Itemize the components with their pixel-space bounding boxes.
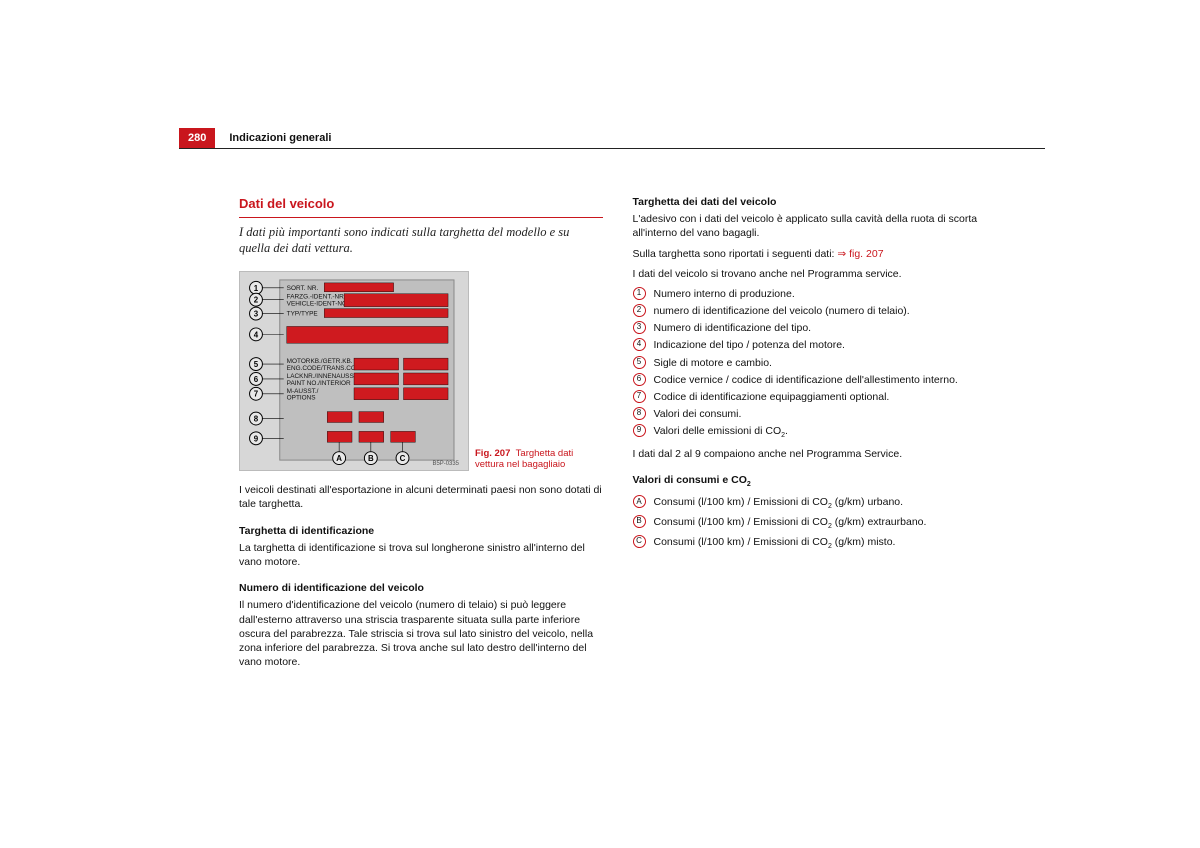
svg-text:A: A [336,454,342,463]
section-title: Indicazioni generali [229,132,331,148]
legend-alpha-bubble-C: C [633,535,646,548]
fig-ref: ⇒ fig. 207 [837,248,883,260]
legend-item-5: 5 Sigle di motore e cambio. [633,356,997,370]
content-columns: Dati del veicolo I dati più importanti s… [239,195,996,675]
left-column: Dati del veicolo I dati più importanti s… [239,195,603,675]
right-column: Targhetta dei dati del veicolo L'adesivo… [633,195,997,675]
figure-caption-prefix: Fig. 207 [475,448,510,459]
legend-numbered: 1 Numero interno di produzione. 2 numero di… [633,287,997,441]
legend-text-8: Valori dei consumi. [654,407,742,421]
legend-item-4: 4 Indicazione del tipo / potenza del moto… [633,338,997,352]
lede-text: I dati più importanti sono indicati sull… [239,224,603,258]
page-number-tab: 280 [179,128,215,148]
page-number: 280 [188,132,206,144]
figure-207-wrap: SORT. NR.FARZG.-IDENT.-NR.VEHICLE-IDENT-… [239,271,603,471]
legend-alpha-item-C: C Consumi (l/100 km) / Emissioni di CO2 (… [633,535,997,552]
legend-item-8: 8 Valori dei consumi. [633,407,997,421]
legend-text-3: Numero di identificazione del tipo. [654,321,812,335]
legend-item-3: 3 Numero di identificazione del tipo. [633,321,997,335]
left-subhead-2: Numero di identificazione del veicolo [239,581,603,595]
right-para-2a: Sulla targhetta sono riportati i seguent… [633,248,838,260]
legend-text-6: Codice vernice / codice di identificazio… [654,373,958,387]
svg-text:4: 4 [254,331,259,340]
legend-text-7: Codice di identificazione equipaggiament… [654,390,890,404]
left-title: Dati del veicolo [239,195,603,213]
right-para-1: L'adesivo con i dati del veicolo è appli… [633,212,997,240]
legend-text-2: numero di identificazione del veicolo (n… [654,304,910,318]
legend-alpha-item-A: A Consumi (l/100 km) / Emissioni di CO2 (… [633,495,997,512]
legend-text-1: Numero interno di produzione. [654,287,795,301]
legend-text-4: Indicazione del tipo / potenza del motor… [654,338,845,352]
svg-text:C: C [400,454,406,463]
legend-item-7: 7 Codice di identificazione equipaggiamen… [633,390,997,404]
left-para-1: I veicoli destinati all'esportazione in … [239,483,603,511]
svg-text:7: 7 [254,390,259,399]
legend-alpha: A Consumi (l/100 km) / Emissioni di CO2 (… [633,495,997,551]
svg-text:ENG.CODE/TRANS.CODE: ENG.CODE/TRANS.CODE [287,365,365,372]
legend-alpha-text-C: Consumi (l/100 km) / Emissioni di CO2 (g… [654,535,896,552]
right-para-3: I dati del veicolo si trovano anche nel … [633,267,997,281]
figure-code: B5P-0335 [433,461,460,467]
right-para-4: I dati dal 2 al 9 compaiono anche nel Pr… [633,447,997,461]
legend-alpha-bubble-B: B [633,515,646,528]
legend-item-1: 1 Numero interno di produzione. [633,287,997,301]
legend-bubble-5: 5 [633,356,646,369]
left-subhead-1: Targhetta di identificazione [239,524,603,538]
svg-text:1: 1 [254,284,259,293]
right-subhead-2-text: Valori di consumi e CO [633,474,747,486]
legend-bubble-8: 8 [633,407,646,420]
svg-text:5: 5 [254,360,259,369]
left-para-3: Il numero d'identificazione del veicolo … [239,598,603,669]
title-rule [239,217,603,218]
legend-alpha-text-A: Consumi (l/100 km) / Emissioni di CO2 (g… [654,495,904,512]
svg-text:OPTIONS: OPTIONS [287,395,316,402]
legend-bubble-9: 9 [633,424,646,437]
legend-item-9: 9 Valori delle emissioni di CO2. [633,424,997,441]
svg-text:6: 6 [254,375,259,384]
legend-alpha-bubble-A: A [633,495,646,508]
legend-text-9: Valori delle emissioni di CO2. [654,424,788,441]
svg-text:SORT. NR.: SORT. NR. [287,285,319,292]
legend-bubble-4: 4 [633,338,646,351]
legend-bubble-6: 6 [633,373,646,386]
legend-alpha-item-B: B Consumi (l/100 km) / Emissioni di CO2 (… [633,515,997,532]
legend-item-6: 6 Codice vernice / codice di identificazi… [633,373,997,387]
svg-text:9: 9 [254,435,259,444]
svg-text:TYP/TYPE: TYP/TYPE [287,311,318,318]
svg-text:VEHICLE-IDENT-NO.: VEHICLE-IDENT-NO. [287,301,349,308]
right-para-2: Sulla targhetta sono riportati i seguent… [633,247,997,261]
page-header: 280 Indicazioni generali [179,129,1045,149]
svg-text:B: B [368,454,374,463]
svg-text:8: 8 [254,415,259,424]
left-para-2: La targhetta di identificazione si trova… [239,541,603,569]
legend-bubble-7: 7 [633,390,646,403]
legend-item-2: 2 numero di identificazione del veicolo (… [633,304,997,318]
svg-text:PAINT NO./INTERIOR: PAINT NO./INTERIOR [287,380,351,387]
svg-text:3: 3 [254,310,259,319]
legend-alpha-text-B: Consumi (l/100 km) / Emissioni di CO2 (g… [654,515,927,532]
figure-207: SORT. NR.FARZG.-IDENT.-NR.VEHICLE-IDENT-… [239,271,469,471]
co2-subscript: 2 [747,481,751,488]
legend-bubble-3: 3 [633,321,646,334]
right-subhead-1: Targhetta dei dati del veicolo [633,195,997,209]
legend-bubble-2: 2 [633,304,646,317]
svg-text:2: 2 [254,296,259,305]
legend-bubble-1: 1 [633,287,646,300]
right-subhead-2: Valori di consumi e CO2 [633,473,997,490]
figure-caption: Fig. 207 Targhetta dati vettura nel baga… [475,448,575,472]
legend-text-5: Sigle di motore e cambio. [654,356,772,370]
